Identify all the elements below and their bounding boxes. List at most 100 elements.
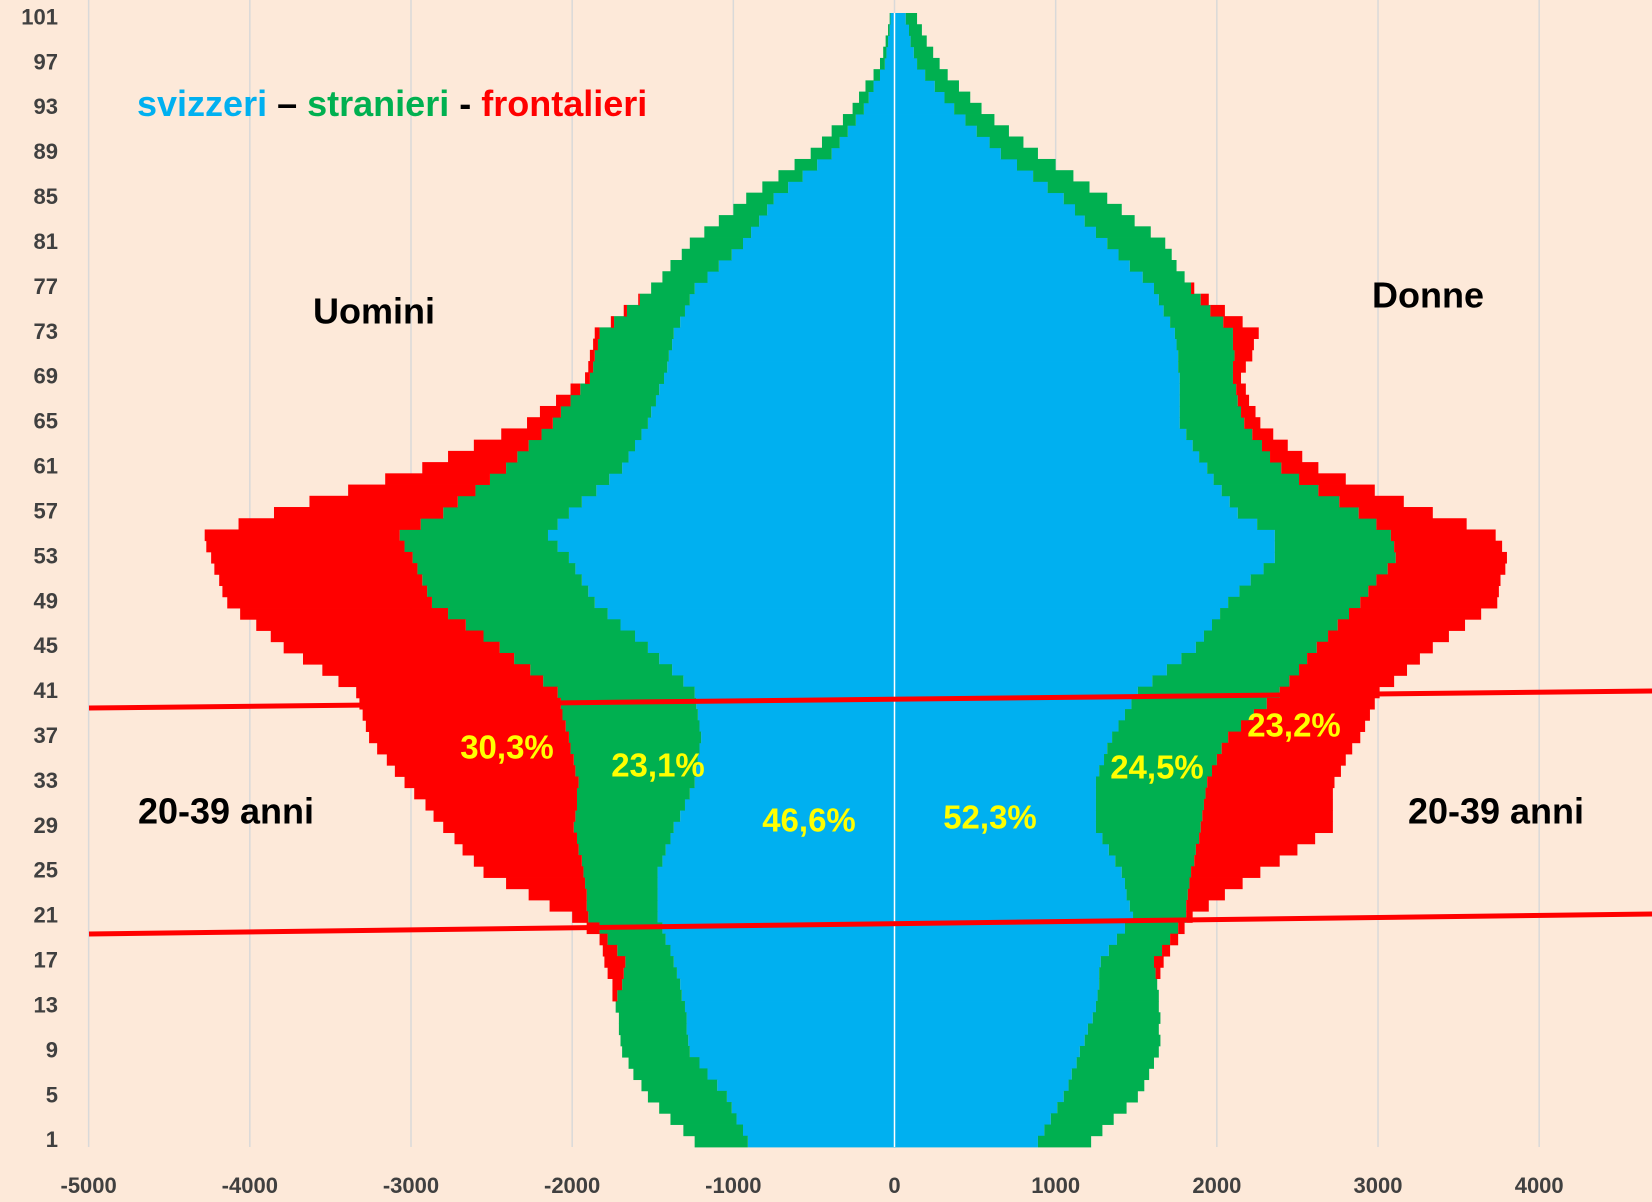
bar [894, 1023, 1088, 1036]
bar [657, 866, 895, 878]
bar [1179, 405, 1242, 418]
bar [894, 13, 906, 25]
bar [731, 1102, 895, 1114]
bar [283, 641, 500, 654]
bar [414, 787, 577, 800]
bar [662, 271, 708, 283]
bar [607, 967, 624, 979]
bar [576, 798, 685, 811]
bar [575, 563, 895, 575]
bar [894, 462, 1208, 474]
bar [1179, 394, 1238, 407]
bar [1107, 237, 1166, 250]
bar [1339, 495, 1404, 508]
legend-item: frontalieri [481, 83, 647, 124]
bar [894, 686, 1138, 699]
y-tick-label: 97 [34, 49, 58, 74]
bar [273, 507, 444, 519]
bar [1174, 327, 1233, 340]
bar [894, 911, 1134, 923]
bar [377, 742, 571, 755]
bar [894, 787, 1096, 800]
bar [543, 675, 684, 688]
y-tick-label: 37 [34, 723, 58, 748]
bar [894, 237, 1108, 250]
bar [894, 215, 1085, 227]
bar [821, 136, 840, 149]
y-tick-label: 13 [34, 992, 58, 1017]
bar [1205, 787, 1333, 800]
bar [593, 361, 668, 373]
bar [1178, 922, 1185, 935]
bar [549, 899, 587, 912]
bar [688, 1034, 895, 1047]
legend-item: svizzeri [137, 83, 267, 124]
bar [733, 203, 768, 216]
bar [622, 1045, 690, 1058]
bar [913, 46, 934, 59]
bar [639, 293, 690, 306]
bar [425, 798, 577, 811]
bar [1200, 293, 1209, 306]
bar [1102, 832, 1200, 845]
bar [1179, 383, 1237, 396]
bar [626, 304, 685, 317]
bar [894, 765, 1100, 777]
bar [1191, 282, 1195, 295]
bar [894, 316, 1171, 328]
bar [873, 69, 880, 81]
bar [303, 652, 515, 665]
bar [1244, 417, 1261, 429]
bar [506, 462, 623, 474]
bar [617, 944, 671, 957]
bar [204, 529, 400, 542]
x-tick-label: -2000 [544, 1173, 600, 1198]
bar [689, 1045, 895, 1058]
bar [585, 372, 590, 384]
annotation: 20-39 anni [1408, 791, 1584, 832]
bar [1207, 462, 1282, 474]
bar [628, 450, 895, 463]
bar [1079, 1045, 1159, 1058]
bar [680, 810, 895, 822]
bar [894, 540, 1275, 553]
bar [1158, 293, 1201, 306]
bar [751, 226, 895, 238]
bar [894, 226, 1096, 238]
bar [1115, 855, 1195, 867]
bar [568, 731, 702, 744]
bar [1181, 652, 1308, 665]
bar [454, 832, 577, 845]
bar [894, 798, 1096, 811]
bar [894, 675, 1153, 688]
bar [612, 989, 618, 1002]
bar [894, 641, 1196, 654]
bar [1195, 641, 1317, 654]
y-tick-label: 73 [34, 319, 58, 344]
bar [684, 304, 895, 317]
bar [707, 1068, 895, 1081]
share-label: 52,3% [943, 799, 1037, 836]
bar [1368, 585, 1499, 598]
bar [1100, 956, 1154, 968]
bar [657, 888, 895, 901]
bar [1000, 147, 1038, 160]
y-tick-label: 53 [34, 543, 58, 568]
bar [831, 125, 848, 137]
bar [589, 372, 665, 384]
bar [847, 125, 895, 137]
bar [894, 529, 1275, 542]
bar [894, 69, 926, 81]
bar [609, 473, 895, 485]
bar [762, 181, 789, 194]
bar [580, 383, 660, 396]
bar [894, 450, 1200, 463]
bar [894, 428, 1187, 441]
bar [672, 338, 895, 351]
bar [888, 24, 890, 36]
bar [894, 338, 1177, 351]
bar [683, 1124, 743, 1137]
bar [615, 1001, 685, 1013]
bar [1261, 439, 1288, 452]
bar [868, 91, 895, 104]
